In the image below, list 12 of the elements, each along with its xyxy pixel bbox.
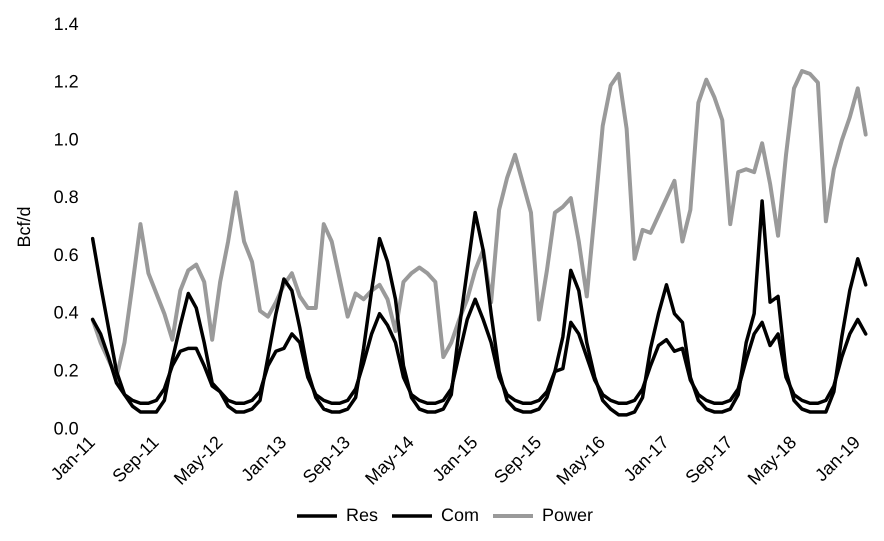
legend-label: Res [346, 504, 378, 525]
y-tick-label: 0.2 [54, 360, 79, 380]
y-tick-label: 1.4 [54, 14, 79, 34]
y-tick-label: 0.6 [54, 244, 79, 265]
y-tick-label: 0.0 [54, 418, 79, 438]
y-tick-label: 1.0 [54, 129, 79, 150]
y-axis-title: Bcf/d [14, 206, 34, 248]
legend-label: Power [542, 504, 594, 525]
y-tick-label: 0.8 [54, 187, 79, 208]
legend-label: Com [440, 504, 480, 525]
y-tick-label: 0.4 [54, 302, 79, 323]
y-tick-label: 1.2 [54, 72, 79, 92]
